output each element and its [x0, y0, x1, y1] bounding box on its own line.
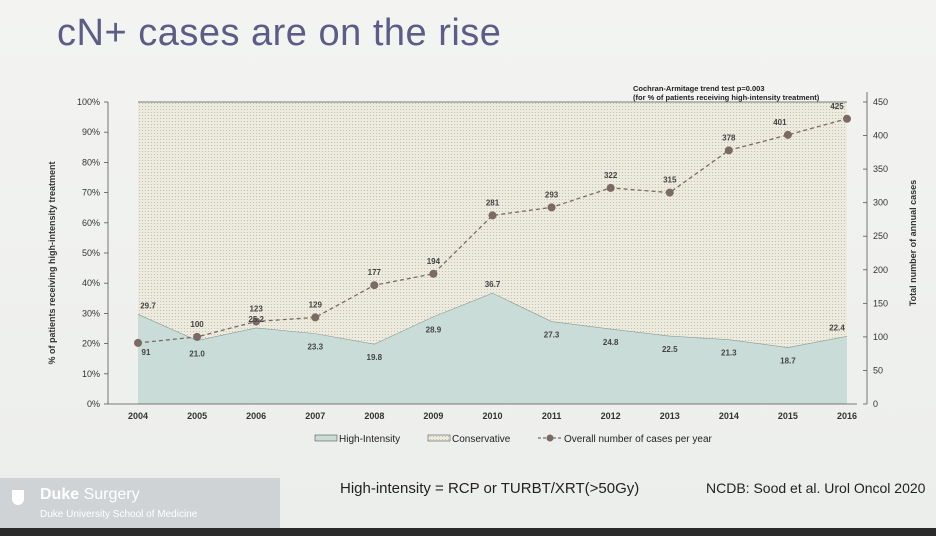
cases-value-label: 322	[604, 171, 618, 180]
cases-value-label: 378	[722, 133, 736, 142]
high-intensity-value-label: 18.7	[780, 357, 796, 366]
high-intensity-area	[138, 293, 847, 404]
slide-title: cN+ cases are on the rise	[57, 12, 502, 54]
x-axis-tick-label: 2015	[778, 411, 798, 421]
x-axis-tick-label: 2008	[364, 411, 384, 421]
cases-value-label: 194	[427, 257, 441, 266]
x-axis-tick-label: 2016	[837, 411, 857, 421]
cases-point	[606, 183, 615, 192]
left-axis-tick-label: 70%	[82, 188, 100, 198]
high-intensity-value-label: 22.4	[829, 323, 845, 332]
chart: 0% 10% 20% 30% 40% 50% 60% 70% 80% 90% 100% 2004 200…	[47, 84, 918, 445]
right-axis-tick-label: 450	[873, 97, 888, 107]
right-axis-tick-label: 300	[873, 198, 888, 208]
footer-brand-bar	[0, 478, 280, 528]
cases-value-label: 425	[830, 102, 844, 111]
cases-point	[488, 211, 497, 220]
x-axis-tick-label: 2007	[305, 411, 325, 421]
cases-value-label: 281	[486, 198, 500, 207]
right-axis-tick-label: 250	[873, 231, 888, 241]
x-axis-tick-label: 2005	[187, 411, 207, 421]
high-intensity-value-label: 19.8	[367, 353, 383, 362]
x-axis-tick-label: 2010	[482, 411, 502, 421]
legend-conservative-swatch	[427, 434, 451, 442]
right-axis-tick-label: 150	[873, 298, 888, 308]
high-intensity-value-label: 23.3	[307, 343, 323, 352]
left-axis-tick-label: 90%	[82, 127, 100, 137]
cases-point	[724, 146, 733, 155]
legend-high-intensity-label: High-Intensity	[339, 434, 400, 445]
trend-test-annotation: Cochran-Armitage trend test p=0.003	[633, 84, 765, 93]
cases-point	[134, 338, 142, 347]
x-axis-tick-label: 2014	[719, 411, 739, 421]
source-citation: NCDB: Sood et al. Urol Oncol 2020	[706, 480, 926, 496]
left-axis-tick-label: 20%	[82, 339, 100, 349]
right-axis-tick-label: 350	[873, 164, 888, 174]
x-axis-tick-label: 2011	[542, 411, 562, 421]
left-axis-tick-label: 100%	[77, 97, 100, 107]
left-axis-tick-label: 30%	[82, 308, 100, 318]
cases-value-label: 315	[663, 176, 677, 185]
right-axis-tick-label: 50	[873, 365, 883, 375]
high-intensity-value-label: 21.3	[721, 349, 737, 358]
duke-school-name: Duke University School of Medicine	[40, 509, 198, 520]
cases-value-label: 100	[190, 320, 204, 329]
right-axis-tick-label: 200	[873, 265, 888, 275]
high-intensity-definition: High-intensity = RCP or TURBT/XRT(>50Gy)	[340, 480, 640, 497]
cases-point	[370, 281, 379, 290]
legend-high-intensity-swatch	[314, 434, 338, 442]
legend-cases-marker	[546, 434, 554, 442]
high-intensity-value-label: 24.8	[603, 338, 619, 347]
cases-point	[665, 188, 674, 197]
right-axis-tick-label: 100	[873, 332, 888, 342]
cases-point	[783, 130, 792, 139]
right-axis-title: Total number of annual cases	[908, 180, 918, 306]
duke-shield-icon	[12, 490, 24, 505]
x-axis-tick-label: 2006	[246, 411, 266, 421]
x-axis-tick-label: 2009	[423, 411, 443, 421]
cases-point	[193, 332, 202, 341]
cases-point	[252, 317, 261, 326]
cases-value-label: 91	[142, 348, 151, 357]
left-axis-tick-label: 50%	[82, 248, 100, 258]
legend-conservative-label: Conservative	[452, 434, 511, 445]
cases-value-label: 293	[545, 190, 559, 199]
left-axis-tick-label: 60%	[82, 218, 100, 228]
x-axis-tick-label: 2004	[128, 411, 148, 421]
trend-test-note: (for % of patients receiving high-intens…	[633, 93, 820, 102]
cases-point	[311, 313, 320, 322]
cases-point	[547, 203, 556, 212]
left-axis-tick-label: 0%	[87, 399, 100, 409]
duke-surgery-logo: Duke Surgery	[40, 486, 140, 503]
x-axis-tick-label: 2012	[601, 411, 621, 421]
cases-point	[843, 114, 851, 123]
left-axis-title: % of patients receiving high-intensity t…	[47, 161, 57, 364]
left-axis-tick-label: 80%	[82, 157, 100, 167]
cases-value-label: 401	[773, 118, 787, 127]
conservative-area	[138, 102, 847, 348]
cases-point	[429, 269, 438, 278]
high-intensity-value-label: 29.7	[140, 301, 156, 310]
high-intensity-line	[137, 292, 848, 348]
left-axis-tick-label: 10%	[82, 369, 100, 379]
high-intensity-value-label: 22.5	[662, 345, 678, 354]
high-intensity-value-label: 27.3	[544, 331, 560, 340]
high-intensity-value-label: 25.2	[248, 315, 264, 324]
cases-value-label: 123	[249, 304, 263, 313]
cases-value-label: 129	[309, 300, 323, 309]
cases-value-label: 177	[368, 268, 382, 277]
x-axis-tick-label: 2013	[660, 411, 680, 421]
right-axis-tick-label: 0	[873, 399, 878, 409]
high-intensity-value-label: 21.0	[189, 350, 205, 359]
legend-cases-label: Overall number of cases per year	[564, 434, 713, 445]
high-intensity-value-label: 28.9	[426, 326, 442, 335]
high-intensity-value-label: 36.7	[485, 280, 501, 289]
right-axis-tick-label: 400	[873, 131, 888, 141]
screen-bottom-edge	[0, 528, 936, 536]
left-axis-tick-label: 40%	[82, 278, 100, 288]
